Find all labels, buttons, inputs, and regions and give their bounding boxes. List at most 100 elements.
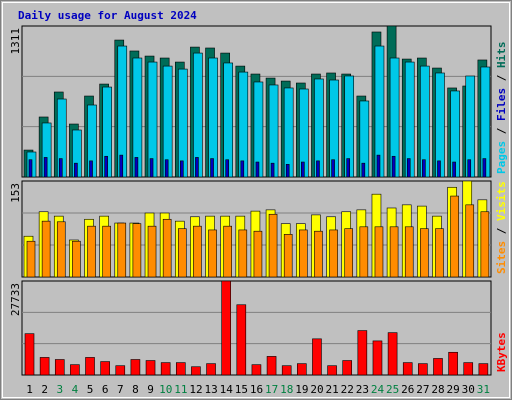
bar (422, 159, 426, 178)
x-tick-label: 11 (174, 383, 187, 396)
x-tick-label: 17 (265, 383, 278, 396)
bar (117, 222, 127, 278)
bar (406, 158, 411, 178)
bar (87, 225, 96, 278)
bar (450, 195, 459, 278)
legend-entry: Visits (495, 181, 508, 221)
y-tick-label: 27733 (9, 283, 22, 316)
legend: KBytes (495, 332, 508, 372)
bar (359, 226, 369, 278)
bar (164, 159, 169, 178)
x-tick-label: 1 (26, 383, 33, 396)
x-tick-label: 22 (341, 383, 354, 396)
bar (270, 162, 275, 178)
legend: Pages / Files / Hits (495, 42, 508, 175)
bar (132, 223, 142, 278)
bar (283, 87, 294, 178)
x-tick-label: 15 (235, 383, 248, 396)
bar (361, 162, 366, 178)
x-tick-label: 26 (401, 383, 414, 396)
bar (346, 158, 351, 178)
bar (312, 338, 322, 376)
bar (376, 154, 381, 178)
bar (72, 240, 81, 278)
bar (240, 160, 245, 178)
bar (467, 159, 472, 178)
bar (41, 220, 51, 278)
bar (223, 225, 232, 278)
bar (193, 225, 202, 278)
bar (478, 363, 489, 376)
bar (43, 157, 48, 178)
bar (134, 157, 139, 178)
bar (147, 225, 157, 278)
legend-entry: Pages (495, 141, 508, 174)
legend-entry: KBytes (495, 332, 508, 372)
bar (344, 228, 354, 278)
x-tick-label: 21 (326, 383, 339, 396)
bar (175, 362, 186, 376)
bar (374, 226, 384, 278)
y-tick-label: 1311 (9, 28, 22, 55)
x-tick-label: 27 (416, 383, 429, 396)
bar (74, 162, 78, 178)
bar (195, 157, 199, 178)
legend-separator: / (495, 121, 508, 141)
y-tick-label: 153 (9, 183, 22, 203)
x-tick-label: 24 (371, 383, 385, 396)
bar (299, 229, 308, 278)
bar (162, 218, 172, 278)
bar (54, 359, 65, 376)
bar (236, 304, 247, 376)
bar (85, 357, 95, 376)
bar (420, 228, 429, 278)
bar (314, 230, 323, 278)
bar (119, 154, 124, 178)
legend-separator: / (495, 68, 508, 88)
bar (342, 360, 353, 376)
bar (357, 330, 368, 376)
bar (285, 164, 290, 178)
bar (102, 225, 111, 278)
bar (100, 361, 110, 376)
bar (210, 158, 214, 178)
x-tick-label: 8 (132, 383, 139, 396)
bar (179, 160, 184, 178)
x-tick-label: 5 (87, 383, 94, 396)
bar (89, 160, 93, 178)
legend-entry: Sites (495, 241, 508, 274)
legend-entry: Hits (495, 42, 508, 69)
bar (70, 364, 80, 376)
bar (301, 161, 305, 178)
x-tick-label: 13 (204, 383, 217, 396)
bar (480, 211, 490, 278)
bar (238, 229, 248, 278)
x-tick-label: 14 (220, 383, 234, 396)
bar (26, 240, 36, 278)
bar (465, 204, 475, 278)
chart-title: Daily usage for August 2024 (18, 9, 197, 22)
bar (281, 365, 292, 376)
x-tick-label: 16 (250, 383, 263, 396)
bar (268, 213, 278, 278)
bar (160, 362, 171, 376)
bar (316, 160, 320, 178)
bar (56, 221, 66, 278)
bar (435, 228, 444, 278)
bar (206, 363, 216, 376)
bar (404, 226, 414, 278)
x-tick-label: 3 (57, 383, 64, 396)
bar (253, 230, 263, 278)
bar (331, 159, 335, 178)
legend-separator: / (495, 221, 508, 241)
bar (391, 155, 396, 178)
x-tick-label: 19 (295, 383, 308, 396)
legend: Sites / Visits (495, 181, 508, 274)
bar (266, 356, 277, 376)
x-tick-label: 23 (356, 383, 369, 396)
x-tick-label: 31 (477, 383, 490, 396)
bar (387, 332, 398, 376)
bar (297, 363, 307, 376)
